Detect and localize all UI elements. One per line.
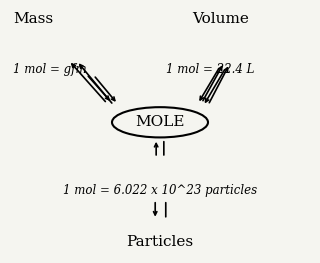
Text: 1 mol = gfm: 1 mol = gfm xyxy=(13,63,86,76)
Text: 1 mol = 6.022 x 10^23 particles: 1 mol = 6.022 x 10^23 particles xyxy=(63,184,257,197)
Text: Mass: Mass xyxy=(13,12,53,26)
Text: Particles: Particles xyxy=(126,235,194,249)
Text: MOLE: MOLE xyxy=(135,115,185,129)
Ellipse shape xyxy=(112,107,208,137)
Text: 1 mol = 22.4 L: 1 mol = 22.4 L xyxy=(166,63,255,76)
Text: Volume: Volume xyxy=(192,12,249,26)
